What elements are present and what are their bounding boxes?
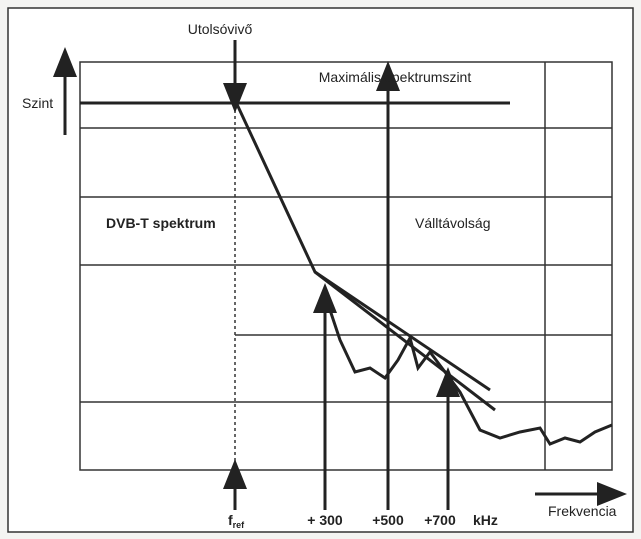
fref-label: fref	[228, 512, 245, 530]
carrier-label: Utolsóvivő	[188, 21, 253, 37]
spectrum-label: DVB-T spektrum	[106, 215, 216, 231]
offset-label: +700	[424, 512, 456, 528]
frame	[7, 7, 634, 533]
arrows	[53, 40, 627, 510]
grid	[79, 61, 613, 471]
offset-label: +500	[372, 512, 404, 528]
max-level-label: Maximális spektrumszint	[319, 69, 472, 85]
shoulder-label: Válltávolság	[415, 215, 491, 231]
offset-label: + 300	[307, 512, 343, 528]
frequency-label: Frekvencia	[548, 503, 617, 519]
level-label: Szint	[22, 95, 53, 111]
unit-label: kHz	[473, 512, 498, 528]
